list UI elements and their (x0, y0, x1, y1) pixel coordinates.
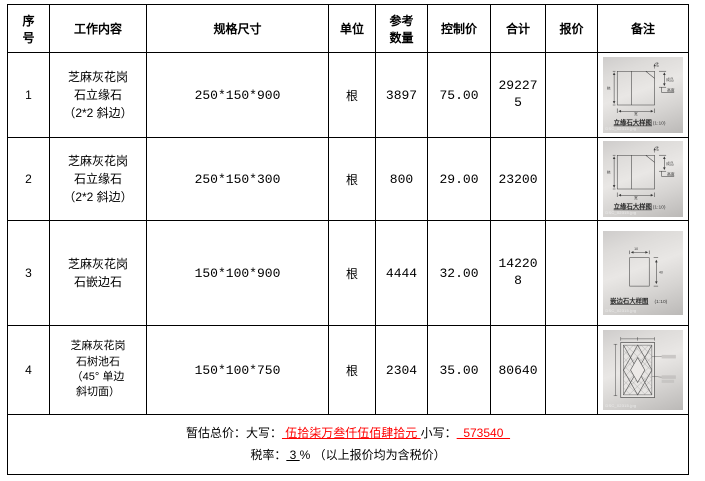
svg-text:宽: 宽 (634, 111, 638, 116)
svg-text:高度: 高度 (667, 172, 675, 177)
svg-text:宽: 宽 (634, 195, 638, 200)
svg-text:成品: 成品 (666, 161, 674, 166)
svg-text:嵌边石大样图: 嵌边石大样图 (610, 296, 648, 305)
svg-text:北: 北 (655, 145, 660, 152)
svg-text:高度: 高度 (667, 88, 675, 93)
svg-text:厚: 厚 (606, 170, 611, 174)
svg-text:厚: 厚 (606, 86, 611, 90)
svg-text:40: 40 (659, 270, 663, 274)
svg-text:北: 北 (655, 61, 660, 68)
svg-text:(1:10): (1:10) (655, 299, 668, 305)
svg-text:10: 10 (634, 247, 638, 251)
svg-text:(1:10): (1:10) (653, 205, 666, 211)
svg-text:成品: 成品 (666, 77, 674, 82)
svg-text:(1:10): (1:10) (653, 121, 666, 127)
